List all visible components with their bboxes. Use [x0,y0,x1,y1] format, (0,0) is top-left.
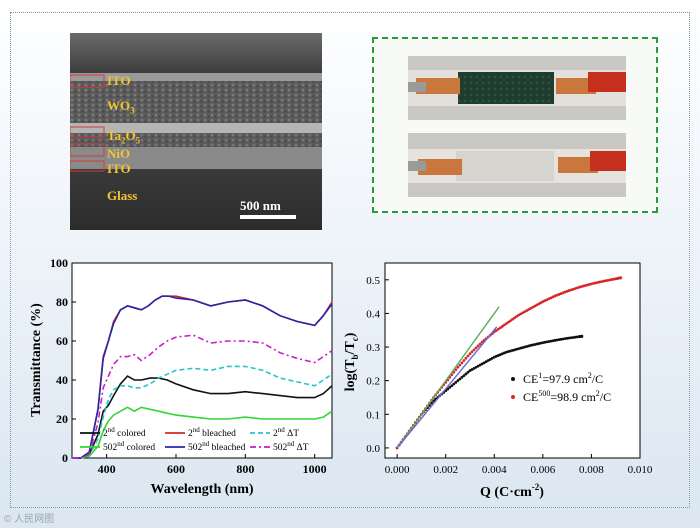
ce-point-1 [507,320,510,324]
transmittance-y-axis-label: Transmittance (%) [29,303,44,417]
ce-fit-line-1 [396,326,498,449]
transmittance-series-line-2 [72,365,333,459]
legend-label-2: 2nd ΔT [273,426,299,439]
ce-plot-area [384,262,641,459]
ce-point-0 [450,384,454,388]
ce-point-1 [511,317,514,321]
sem-layer-label-nio: NiO [107,146,131,161]
y-tick-label: 0.5 [366,275,380,287]
ce-point-1 [462,359,466,362]
ce-legend-label-1: CE500=98.9 cm2/C [523,389,611,404]
sem-layer-label-ito-bottom: ITO [107,161,131,176]
ce-point-1 [494,329,498,332]
ce-point-0 [466,370,470,374]
ce-point-1 [513,316,516,320]
ce-fit-line-0 [396,306,500,449]
ce-point-1 [458,363,462,367]
x-tick-label: 800 [236,462,254,476]
transmittance-series-line-5 [72,334,333,459]
legend-label-1: 2nd bleached [188,426,236,439]
ce-point-1 [496,327,500,331]
y-tick-label: 80 [56,295,68,309]
transmittance-series-line-4 [72,295,333,459]
sem-texture [70,33,322,230]
legend-label-3: 502nd colored [103,440,155,453]
ce-point-1 [478,342,482,346]
ce-point-0 [464,372,468,376]
x-tick-label: 0.008 [579,464,604,476]
sem-layer-label-glass: Glass [107,188,138,203]
y-tick-label: 0.3 [366,342,380,354]
coloration-efficiency-chart: 0.000 0.002 0.004 0.006 0.008 0.010 0.0 0.1 0.2 0… [343,262,653,500]
ce-point-0 [456,379,460,383]
sem-scale-bar [240,215,296,219]
ce-point-0 [454,380,458,384]
x-tick-label: 0.002 [433,464,458,476]
x-tick-label: 0.010 [628,464,653,476]
ce-point-1 [498,326,502,330]
transmittance-series-line-3 [72,406,333,459]
transmittance-chart: 400 600 800 1000 0 20 40 60 80 100 2nd colored 2nd… [29,256,333,497]
legend-label-5: 502nd ΔT [273,440,309,453]
legend-label-0: 2nd colored [103,426,146,439]
y-tick-label: 60 [56,334,68,348]
ce-point-1 [460,361,464,365]
y-tick-label: 0.4 [366,308,380,320]
y-tick-label: 0 [62,451,68,465]
ce-point-1 [505,322,508,325]
ce-point-0 [446,387,450,391]
ce-point-1 [466,354,470,358]
ce-point-1 [468,352,472,356]
sem-layer-label-ta2o5: Ta2O5 [107,128,141,146]
device-photo-colored [408,56,626,120]
y-tick-label: 0.0 [366,443,380,455]
y-tick-label: 0.2 [366,376,380,388]
ce-point-1 [509,319,512,323]
y-tick-label: 0.1 [366,409,380,421]
x-tick-label: 0.004 [482,464,507,476]
ce-point-0 [458,377,462,381]
ce-point-1 [464,356,468,360]
ce-point-1 [503,323,506,327]
x-tick-label: 400 [98,462,116,476]
figure-frame [10,12,690,508]
transmittance-x-axis-label: Wavelength (nm) [150,482,253,497]
sem-scale-bar-label: 500 nm [240,198,281,213]
ce-point-1 [500,324,504,328]
ce-point-0 [460,375,464,379]
ce-point-1 [454,368,458,372]
ce-point-1 [618,276,623,280]
ce-point-1 [515,315,518,318]
ce-legend-marker-0 [511,377,515,381]
y-tick-label: 20 [56,412,68,426]
ce-point-1 [476,344,480,348]
ce-point-1 [456,365,460,369]
x-tick-label: 600 [167,462,185,476]
y-tick-label: 100 [50,256,68,270]
ce-point-0 [462,374,466,378]
ce-x-axis-label: Q (C·cm-2) [480,482,544,500]
x-tick-label: 1000 [303,462,327,476]
y-tick-label: 40 [56,373,68,387]
ce-legend-label-0: CE1=97.9 cm2/C [523,371,603,386]
transmittance-plot-area [71,262,333,459]
sem-cross-section-image [70,33,322,230]
watermark-text: © 人民网图 [4,514,55,525]
sem-layer-label-ito-top: ITO [107,73,131,88]
ce-legend-marker-1 [511,395,515,399]
x-tick-label: 0.000 [385,464,410,476]
ce-point-1 [470,350,474,354]
ce-point-0 [452,382,456,386]
ce-y-axis-label: log(Tb/Tc) [343,332,360,391]
device-photo-bleached [408,133,626,197]
sem-layer-label-wo3: WO3 [107,98,135,116]
ce-point-0 [448,385,452,389]
ce-point-1 [474,346,478,350]
ce-point-1 [472,348,476,352]
x-tick-label: 0.006 [530,464,555,476]
ce-point-0 [580,334,584,338]
legend-label-4: 502nd bleached [188,440,246,453]
device-photo-panel [372,37,658,213]
